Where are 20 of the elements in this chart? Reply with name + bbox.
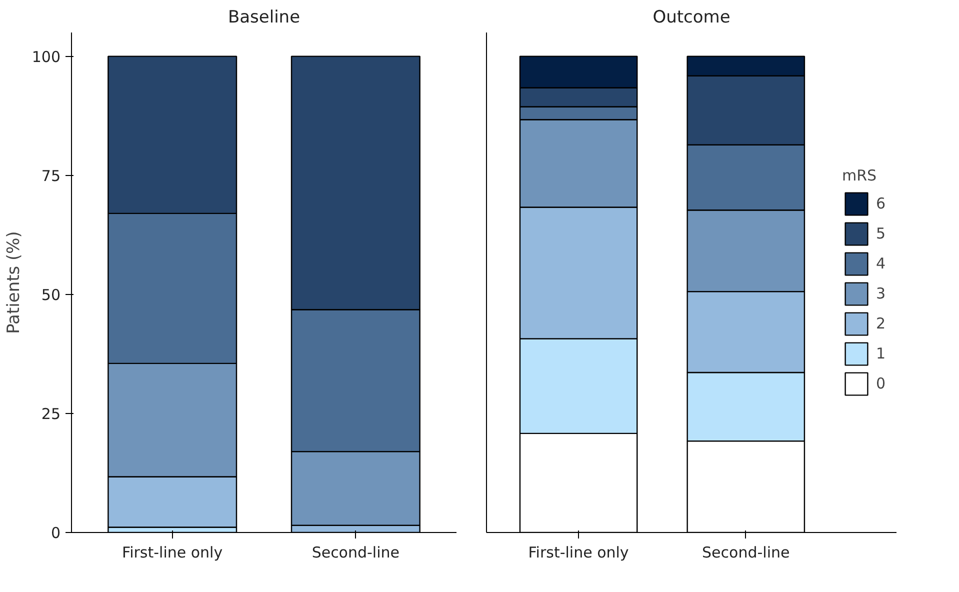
x-tick-label: First-line only [528, 544, 629, 562]
y-axis-title: Patients (%) [4, 231, 24, 334]
y-tick-label: 50 [41, 286, 61, 304]
y-tick-label: 100 [32, 48, 61, 66]
legend-label: 3 [876, 284, 887, 302]
legend-label: 0 [876, 374, 887, 392]
y-tick-label: 75 [41, 166, 61, 185]
chart-title: Baseline [228, 8, 300, 28]
x-tick-label: First-line only [122, 544, 223, 562]
legend-label: 2 [876, 314, 887, 332]
x-tick-label: Second-line [312, 544, 400, 562]
legend-title: mRS [842, 166, 878, 184]
y-tick-label: 0 [50, 524, 61, 542]
legend-label: 1 [876, 344, 887, 362]
legend-label: 6 [876, 194, 887, 212]
chart-title: Outcome [652, 8, 730, 28]
y-tick-label: 25 [41, 404, 61, 423]
x-tick-label: Second-line [702, 544, 790, 562]
legend-label: 4 [876, 254, 887, 272]
legend-label: 5 [876, 224, 887, 242]
